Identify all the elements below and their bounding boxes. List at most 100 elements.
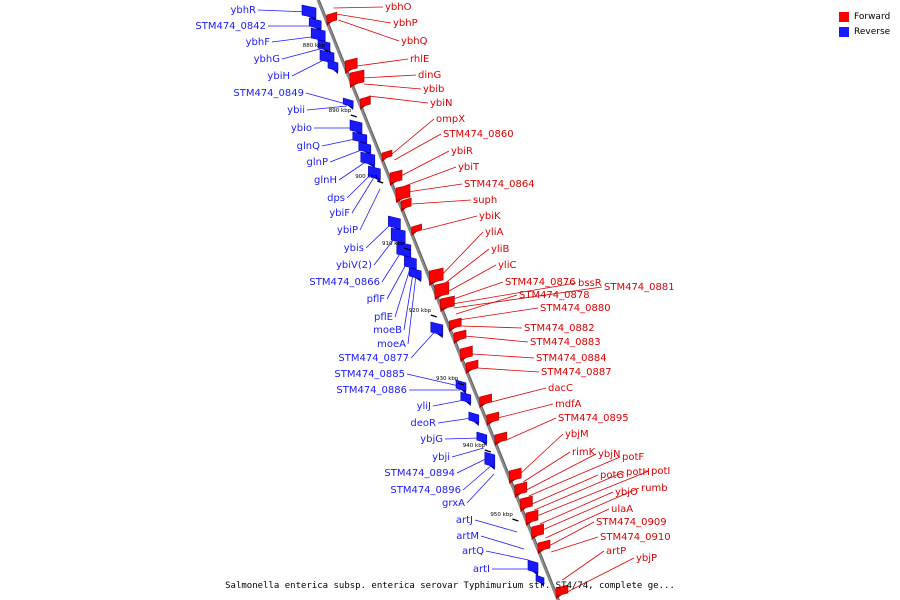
forward-leader-line <box>394 133 442 161</box>
reverse-leader-line <box>410 329 437 359</box>
forward-leader-line <box>451 282 577 305</box>
reverse-gene-label: STM474_0849 <box>233 88 304 99</box>
forward-gene-label: ulaA <box>611 504 633 515</box>
reverse-gene-label: deoR <box>410 418 436 429</box>
forward-leader-line <box>440 231 484 277</box>
gene-block-shadow <box>538 549 546 554</box>
reverse-leader-line <box>381 247 404 283</box>
kbp-tick-label: 910 kbp <box>382 241 405 247</box>
reverse-leader-line <box>432 399 465 407</box>
forward-swatch <box>839 11 849 22</box>
forward-leader-line <box>506 417 557 441</box>
gene-block-shadow <box>494 441 502 446</box>
gene-block-shadow <box>382 157 388 162</box>
kbp-tick-mark <box>350 114 358 118</box>
reverse-gene-label: artQ <box>462 546 484 557</box>
forward-gene-label: ybjM <box>565 429 589 440</box>
legend-item-reverse: Reverse <box>839 24 890 39</box>
reverse-gene-label: ybji <box>432 452 450 463</box>
gene-block-shadow <box>307 16 316 21</box>
reverse-gene-block <box>388 215 401 230</box>
reverse-leader-line <box>281 47 324 60</box>
forward-gene-block <box>440 295 455 310</box>
reverse-gene-label: STM474_0896 <box>390 485 461 496</box>
forward-gene-label: ybiK <box>479 211 501 222</box>
forward-gene-block <box>400 197 412 210</box>
backbone-line <box>316 0 560 600</box>
reverse-leader-line <box>305 92 347 105</box>
kbp-tick-mark <box>512 518 519 522</box>
gene-block-shadow <box>435 333 443 338</box>
forward-gene-label: STM474_0878 <box>519 290 590 301</box>
forward-gene-label: potF <box>622 452 644 463</box>
forward-gene-label: STM474_0882 <box>524 323 595 334</box>
reverse-gene-block <box>360 151 376 166</box>
gene-block-shadow <box>556 594 564 599</box>
forward-gene-block <box>381 149 393 160</box>
forward-gene-block <box>326 11 338 24</box>
gene-block-shadow <box>401 207 408 212</box>
reverse-gene-label: glnH <box>314 175 337 186</box>
forward-gene-label: STM474_0884 <box>536 353 607 364</box>
forward-gene-label: ybjN <box>598 449 621 460</box>
gene-block-shadow <box>509 479 517 484</box>
reverse-gene-label: ybhF <box>246 37 271 48</box>
gene-block-shadow <box>414 277 422 282</box>
forward-gene-block <box>349 69 365 86</box>
forward-gene-label: ompX <box>436 114 465 125</box>
reverse-gene-block <box>430 321 444 336</box>
kbp-tick-mark <box>484 449 492 453</box>
reverse-leader-line <box>406 373 459 387</box>
reverse-gene-label: moeA <box>377 339 406 350</box>
forward-gene-label: ybiN <box>430 98 453 109</box>
forward-gene-label: ybjP <box>636 553 657 564</box>
reverse-gene-label: STM474_0866 <box>309 277 380 288</box>
forward-leader-line <box>551 536 599 553</box>
forward-gene-label: STM474_0881 <box>604 282 675 293</box>
reverse-gene-label: pflE <box>374 312 393 323</box>
reverse-swatch <box>839 26 849 37</box>
forward-gene-block <box>460 345 473 360</box>
forward-gene-label: potH <box>626 467 650 478</box>
gene-block-shadow <box>347 105 354 110</box>
gene-block-shadow <box>460 357 468 362</box>
forward-gene-label: potG <box>600 470 624 481</box>
forward-leader-line <box>363 83 422 90</box>
forward-gene-block <box>525 509 539 524</box>
reverse-leader-line <box>394 265 412 318</box>
legend: Forward Reverse <box>839 9 890 39</box>
forward-leader-line <box>497 403 554 419</box>
kbp-ticks: 880 kbp 890 kbp 900 kbp 910 kbp 920 kbp 930 k… <box>303 43 519 522</box>
reverse-leader-line <box>257 9 310 13</box>
kbp-tick-mark <box>376 180 384 184</box>
reverse-gene-block <box>527 559 539 574</box>
forward-gene-label: ybib <box>423 84 444 95</box>
forward-gene-label: rimK <box>572 447 596 458</box>
reverse-leader-line <box>451 447 484 458</box>
gene-block-shadow <box>396 198 405 203</box>
kbp-tick-mark <box>324 49 332 53</box>
forward-gene-label: ybhO <box>385 2 412 13</box>
gene-block-shadow <box>514 493 522 498</box>
forward-leader-line <box>562 550 605 581</box>
gene-block-shadow <box>449 327 457 332</box>
legend-reverse-label: Reverse <box>854 26 891 37</box>
reverse-leader-line <box>466 473 495 504</box>
reverse-gene-block <box>349 119 363 134</box>
forward-gene-label: ybiR <box>451 146 473 157</box>
forward-leader-line <box>422 215 478 231</box>
forward-gene-label: yliA <box>485 227 503 238</box>
forward-leader-line <box>450 281 504 301</box>
reverse-gene-label: grxA <box>442 498 465 509</box>
map-caption: Salmonella enterica subsp. enterica sero… <box>225 581 675 591</box>
forward-leader-line <box>536 470 650 517</box>
forward-gene-label: STM474_0876 <box>505 277 576 288</box>
reverse-gene-label: glnQ <box>297 141 320 152</box>
gene-block-shadow <box>350 83 359 88</box>
forward-gene-block <box>411 223 422 234</box>
forward-gene-block <box>344 57 358 72</box>
reverse-leader-line <box>437 417 472 424</box>
forward-leader-line <box>368 95 429 104</box>
forward-gene-label: STM474_0864 <box>464 179 535 190</box>
